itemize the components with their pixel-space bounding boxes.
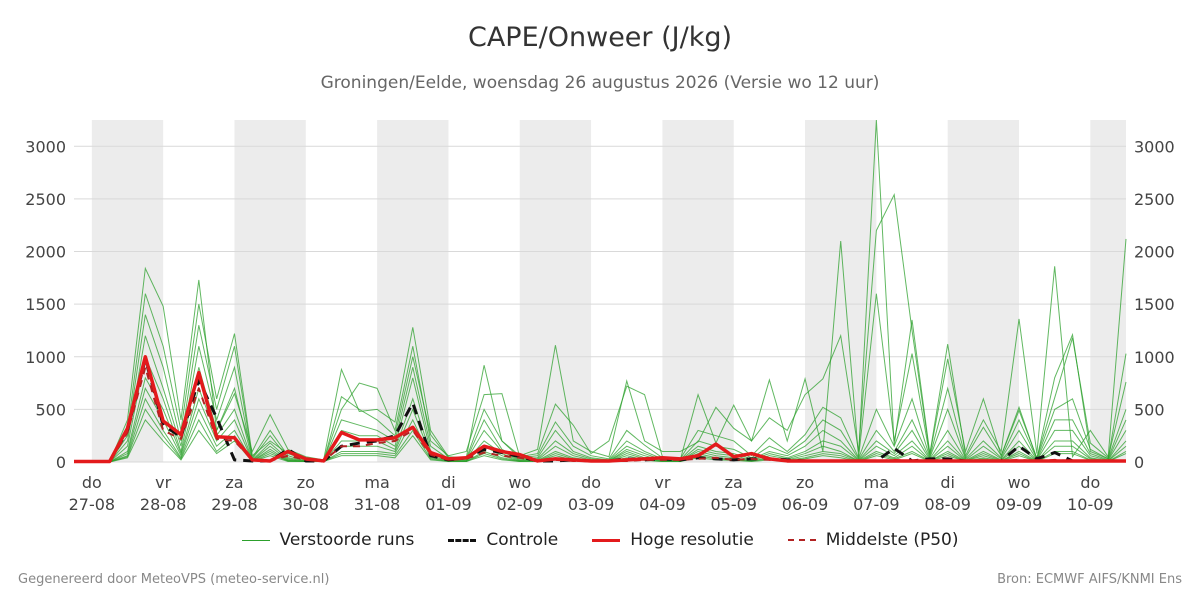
- legend-label-hires: Hoge resolutie: [630, 530, 754, 550]
- x-tick-day-0: do: [82, 473, 102, 492]
- footer-source: Bron: ECMWF AIFS/KNMI Ens: [997, 572, 1182, 587]
- x-tick-date-7: 03-09: [568, 495, 615, 514]
- y-tick-right-0: 0: [1134, 453, 1144, 472]
- legend-item-control: Controle: [448, 530, 558, 550]
- night-band-7: [1090, 120, 1126, 462]
- y-tick-right-3000: 3000: [1134, 137, 1175, 156]
- y-tick-left-500: 500: [35, 400, 66, 419]
- y-tick-left-2500: 2500: [25, 190, 66, 209]
- x-tick-day-7: do: [581, 473, 601, 492]
- night-bands: [91, 120, 1126, 462]
- legend-label-median: Middelste (P50): [825, 530, 959, 550]
- night-band-0: [91, 120, 164, 462]
- x-tick-date-1: 28-08: [140, 495, 187, 514]
- y-tick-right-1000: 1000: [1134, 348, 1175, 367]
- x-tick-date-4: 31-08: [354, 495, 401, 514]
- x-tick-date-8: 04-09: [639, 495, 686, 514]
- y-tick-right-2500: 2500: [1134, 190, 1175, 209]
- x-tick-date-2: 29-08: [211, 495, 258, 514]
- y-tick-left-0: 0: [56, 453, 66, 472]
- x-tick-day-4: ma: [364, 473, 389, 492]
- x-tick-day-3: zo: [297, 473, 315, 492]
- x-axis: do 27-08 vr 28-08 za 29-08 zo 30-08 ma 31-08 di 01-…: [69, 473, 1114, 514]
- legend: Verstoorde runs Controle Hoge resolutie …: [0, 530, 1200, 550]
- legend-swatch-median: [787, 539, 816, 541]
- x-tick-date-14: 10-09: [1067, 495, 1114, 514]
- legend-label-control: Controle: [486, 530, 559, 550]
- x-tick-date-9: 05-09: [710, 495, 757, 514]
- x-tick-day-1: vr: [155, 473, 171, 492]
- y-tick-left-2000: 2000: [25, 243, 66, 262]
- y-tick-right-2000: 2000: [1134, 243, 1175, 262]
- x-tick-date-12: 08-09: [924, 495, 971, 514]
- legend-swatch-ensemble: [241, 539, 270, 541]
- x-tick-date-11: 07-09: [853, 495, 900, 514]
- x-tick-date-3: 30-08: [283, 495, 330, 514]
- y-axis-left: 0 500 1000 1500 2000 2500 3000: [25, 137, 66, 472]
- legend-label-ensemble: Verstoorde runs: [279, 530, 415, 550]
- ensemble-member-2: [74, 293, 1127, 463]
- ensemble-member-3: [74, 335, 1127, 463]
- x-tick-day-10: zo: [796, 473, 814, 492]
- chart-title: CAPE/Onweer (J/kg): [467, 22, 732, 53]
- x-tick-day-6: wo: [508, 473, 531, 492]
- legend-swatch-control: [448, 538, 477, 542]
- footer-generator: Gegenereerd door MeteoVPS (meteo-service…: [18, 572, 330, 587]
- x-tick-day-12: di: [940, 473, 955, 492]
- legend-item-ensemble: Verstoorde runs: [241, 530, 415, 550]
- night-band-5: [805, 120, 877, 462]
- x-tick-day-11: ma: [864, 473, 889, 492]
- main-lines: [74, 355, 1126, 464]
- chart-subtitle: Groningen/Eelde, woensdag 26 augustus 20…: [320, 73, 880, 93]
- x-tick-date-13: 09-09: [996, 495, 1043, 514]
- y-axis-right: 0 500 1000 1500 2000 2500 3000: [1134, 137, 1175, 472]
- x-tick-day-9: za: [725, 473, 743, 492]
- y-tick-left-3000: 3000: [25, 137, 66, 156]
- y-tick-right-1500: 1500: [1134, 295, 1175, 314]
- x-tick-date-10: 06-09: [782, 495, 829, 514]
- x-tick-day-2: za: [225, 473, 243, 492]
- x-tick-day-5: di: [441, 473, 456, 492]
- night-band-1: [234, 120, 306, 462]
- y-tick-left-1000: 1000: [25, 348, 66, 367]
- night-band-3: [519, 120, 592, 462]
- x-tick-date-5: 01-09: [425, 495, 472, 514]
- night-band-4: [662, 120, 734, 462]
- x-tick-date-0: 27-08: [69, 495, 116, 514]
- y-tick-right-500: 500: [1134, 400, 1165, 419]
- ensemble-member-1: [74, 193, 1127, 463]
- x-tick-day-13: wo: [1008, 473, 1031, 492]
- legend-item-hires: Hoge resolutie: [592, 530, 754, 550]
- x-tick-day-14: do: [1080, 473, 1100, 492]
- legend-item-median: Middelste (P50): [787, 530, 959, 550]
- x-tick-day-8: vr: [654, 473, 670, 492]
- series-thick-red: [74, 355, 1126, 464]
- legend-swatch-hires: [592, 538, 621, 542]
- x-tick-date-6: 02-09: [497, 495, 544, 514]
- y-tick-left-1500: 1500: [25, 295, 66, 314]
